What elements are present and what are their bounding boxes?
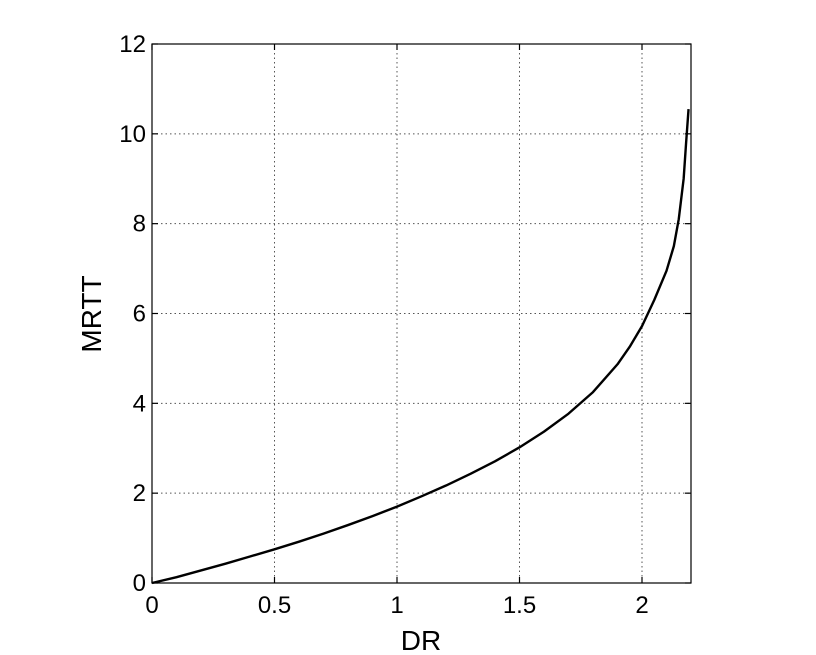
x-tick-label: 1.5 (503, 592, 536, 619)
x-tick-labels: 0 0.5 1 1.5 2 (145, 592, 648, 619)
series-group (151, 109, 690, 585)
y-tick-label: 2 (133, 480, 146, 507)
y-tick-label: 10 (119, 121, 146, 148)
x-tick-label: 2 (635, 592, 648, 619)
x-axis-label: DR (401, 625, 441, 655)
x-tick-label: 0 (145, 592, 158, 619)
tick-marks (151, 43, 691, 584)
y-tick-label: 0 (133, 570, 146, 597)
y-tick-label: 4 (133, 390, 146, 417)
y-tick-label: 12 (119, 31, 146, 58)
x-tick-label: 0.5 (258, 592, 291, 619)
y-tick-label: 8 (133, 211, 146, 238)
y-axis-label: MRTT (76, 275, 107, 352)
y-tick-labels: 0 2 4 6 8 10 12 (119, 31, 146, 597)
series-line (151, 109, 690, 585)
y-tick-label: 6 (133, 301, 146, 328)
plot-background (152, 44, 691, 583)
x-tick-label: 1 (390, 592, 403, 619)
